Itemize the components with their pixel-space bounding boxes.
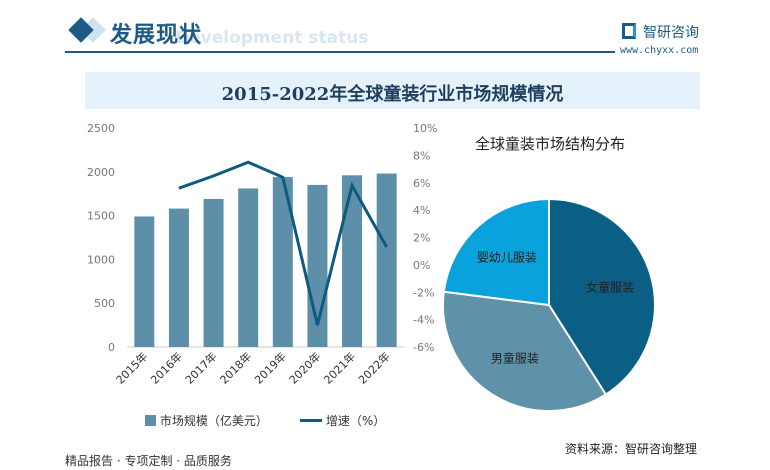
y2-tick-label: -6% bbox=[413, 341, 434, 354]
bar bbox=[342, 175, 363, 347]
x-tick-label: 2016年 bbox=[148, 349, 185, 386]
y2-tick-label: 6% bbox=[413, 177, 430, 190]
bar bbox=[134, 216, 155, 347]
y2-tick-label: 2% bbox=[413, 232, 430, 245]
logo-text: 智研咨询 bbox=[643, 25, 699, 41]
legend-bar-label: 市场规模（亿美元） bbox=[159, 414, 268, 428]
legend-bar-swatch bbox=[145, 415, 156, 426]
pie-slice bbox=[442, 290, 608, 412]
pie-label: 男童服装 bbox=[491, 351, 539, 366]
header-divider bbox=[65, 51, 615, 53]
x-tick-label: 2017年 bbox=[182, 349, 219, 386]
y-tick-label: 0 bbox=[108, 341, 115, 354]
bar bbox=[168, 208, 189, 347]
legend-line-label: 增速（%） bbox=[325, 414, 386, 428]
bar bbox=[376, 173, 397, 347]
growth-line bbox=[178, 160, 388, 326]
logo-icon bbox=[622, 23, 636, 39]
y2-tick-label: 10% bbox=[413, 122, 437, 135]
y-tick-label: 2000 bbox=[87, 166, 115, 179]
y-tick-label: 2500 bbox=[87, 122, 115, 135]
y2-tick-label: -4% bbox=[413, 314, 434, 327]
chart-title: 2015-2022年全球童装行业市场规模情况 bbox=[221, 84, 564, 105]
header-subtitle: Development status bbox=[175, 28, 369, 48]
x-tick-label: 2021年 bbox=[321, 349, 358, 386]
legend-line: 增速（%） bbox=[300, 412, 385, 429]
y2-tick-label: -2% bbox=[413, 286, 434, 299]
legend-line-swatch bbox=[300, 419, 322, 422]
y2-tick-label: 8% bbox=[413, 149, 430, 162]
x-tick-label: 2015年 bbox=[113, 349, 150, 386]
pie-label: 女童服装 bbox=[586, 279, 634, 294]
bar bbox=[272, 177, 293, 347]
pie-label: 婴幼儿服装 bbox=[477, 250, 537, 264]
logo-url: www.chyxx.com bbox=[620, 45, 699, 56]
pie-slice bbox=[442, 197, 550, 307]
x-tick-label: 2018年 bbox=[217, 349, 254, 386]
source-text: 资料来源：智研咨询整理 bbox=[565, 442, 698, 456]
footer-text: 精品报告 · 专项定制 · 品质服务 bbox=[65, 454, 232, 468]
header-title: 发展现状 bbox=[110, 23, 203, 48]
bar bbox=[203, 198, 224, 347]
y-tick-label: 1500 bbox=[87, 210, 115, 223]
y-tick-label: 500 bbox=[94, 297, 115, 310]
x-tick-label: 2022年 bbox=[355, 349, 392, 386]
y2-tick-label: 4% bbox=[413, 204, 430, 217]
pie-title: 全球童装市场结构分布 bbox=[474, 135, 625, 153]
bar bbox=[238, 188, 259, 347]
x-tick-label: 2019年 bbox=[251, 349, 288, 386]
legend-bar: 市场规模（亿美元） bbox=[145, 412, 268, 429]
x-tick-label: 2020年 bbox=[286, 349, 323, 386]
y2-tick-label: 0% bbox=[413, 259, 430, 272]
y-tick-label: 1000 bbox=[87, 253, 115, 266]
title-band bbox=[85, 72, 700, 109]
